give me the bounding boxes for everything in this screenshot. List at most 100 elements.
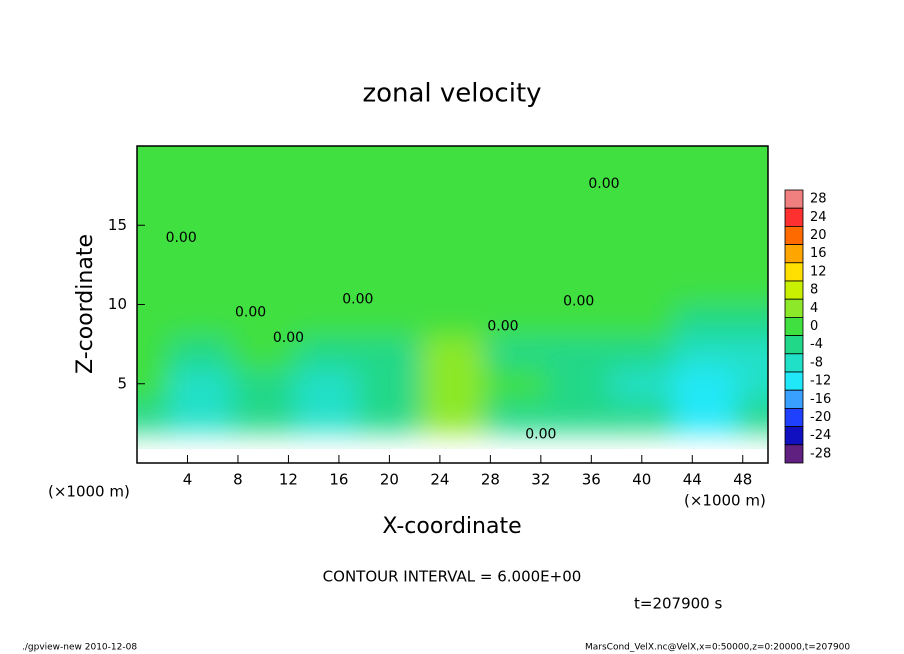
- field-cell: [168, 399, 233, 433]
- field-cell: [168, 367, 233, 401]
- x-unit-right: (×1000 m): [684, 492, 766, 510]
- field-cell: [610, 304, 675, 338]
- field-cell: [610, 146, 675, 195]
- field-cell: [673, 399, 738, 433]
- colorbar-label: -16: [810, 392, 831, 407]
- field-cell: [610, 367, 675, 401]
- field-cell: [420, 399, 486, 433]
- field-cell: [137, 304, 170, 338]
- field-cells: [137, 146, 768, 433]
- colorbar-label: -4: [810, 337, 823, 352]
- colorbar-box: [784, 262, 804, 282]
- field-cell: [736, 336, 768, 369]
- colorbar-box: [784, 371, 804, 391]
- field-cell: [736, 146, 768, 195]
- field-cell: [137, 367, 170, 401]
- colorbar-label: -12: [810, 374, 831, 389]
- field-cell: [547, 367, 612, 401]
- colorbar-label: 0: [810, 319, 818, 334]
- contour-interval: CONTOUR INTERVAL = 6.000E+00: [323, 568, 582, 586]
- field-cell: [547, 146, 612, 195]
- field-cell: [673, 336, 738, 369]
- colorbar-box: [784, 280, 804, 300]
- field-cell: [547, 193, 612, 258]
- colorbar-box: [784, 316, 804, 336]
- field-cell: [673, 256, 738, 306]
- footer-right: MarsCond_VelX.nc@VelX,x=0:50000,z=0:2000…: [585, 643, 850, 653]
- colorbar-label: -8: [810, 355, 823, 370]
- x-tick-label: 12: [279, 471, 298, 489]
- x-tick-label: 32: [531, 471, 550, 489]
- field-cell: [736, 304, 768, 338]
- field-cell: [610, 193, 675, 258]
- contour-label: 0.00: [342, 292, 373, 308]
- colorbar-label: 24: [810, 210, 827, 225]
- field-cell: [294, 304, 359, 338]
- field-cell: [484, 146, 549, 195]
- x-tick-label: 8: [233, 471, 243, 489]
- field-cell: [168, 304, 233, 338]
- x-tick-label: 4: [183, 471, 193, 489]
- colorbar-label: 20: [810, 228, 827, 243]
- contour-label: 0.00: [235, 304, 266, 320]
- field-cell: [484, 336, 549, 369]
- colorbar-label: 8: [810, 283, 818, 298]
- colorbar-box: [784, 389, 804, 409]
- colorbar-box: [784, 244, 804, 264]
- field-cell: [610, 399, 675, 433]
- field-cell: [294, 399, 359, 433]
- colorbar-label: 12: [810, 264, 827, 279]
- field-cell: [168, 146, 233, 195]
- field-cell: [610, 336, 675, 369]
- colorbar-label: 16: [810, 246, 827, 261]
- y-tick-label: 5: [117, 374, 127, 392]
- colorbar-box: [784, 353, 804, 373]
- field-cell: [231, 336, 296, 369]
- field-cell: [357, 336, 422, 369]
- plot-frame: [136, 145, 769, 464]
- field-cell: [673, 146, 738, 195]
- x-unit-left: (×1000 m): [48, 483, 130, 501]
- colorbar-label: -24: [810, 428, 831, 443]
- field-cell: [137, 399, 170, 433]
- field-cell: [294, 256, 359, 306]
- field-cell: [168, 336, 233, 369]
- field-cell: [673, 304, 738, 338]
- contour-label: 0.00: [563, 293, 594, 309]
- field-cell: [484, 256, 549, 306]
- field-cell: [294, 336, 359, 369]
- field-cell: [673, 193, 738, 258]
- field-cell: [484, 304, 549, 338]
- field-cell: [547, 256, 612, 306]
- field-cell: [357, 399, 422, 433]
- field-cell: [137, 146, 170, 195]
- field: [137, 146, 768, 433]
- field-cell: [357, 193, 422, 258]
- time-label: t=207900 s: [634, 595, 722, 613]
- colorbar-label: -28: [810, 446, 831, 461]
- field-cell: [137, 336, 170, 369]
- field-cell: [484, 399, 549, 433]
- field-cell: [736, 367, 768, 401]
- field-cell: [357, 256, 422, 306]
- field-cell: [420, 146, 486, 195]
- field-cell: [357, 146, 422, 195]
- contour-label: 0.00: [525, 426, 556, 442]
- colorbar-box: [784, 407, 804, 427]
- colorbar-box: [784, 335, 804, 355]
- overlay: 0.000.000.000.00 0.000.000.000.004 8 12 16 20…: [108, 176, 831, 488]
- field-cell: [547, 304, 612, 338]
- field-cell: [547, 399, 612, 433]
- field-cell: [673, 367, 738, 401]
- y-axis-label: Z-coordinate: [73, 234, 98, 374]
- contour-label: 0.00: [273, 330, 304, 346]
- x-tick-label: 28: [481, 471, 500, 489]
- field-cell: [736, 256, 768, 306]
- field-cell: [484, 193, 549, 258]
- field-cell: [231, 146, 296, 195]
- colorbar-box: [784, 207, 804, 227]
- field-cell: [357, 304, 422, 338]
- colorbar-box: [784, 444, 804, 464]
- colorbar-label: -20: [810, 410, 831, 425]
- field-cell: [484, 367, 549, 401]
